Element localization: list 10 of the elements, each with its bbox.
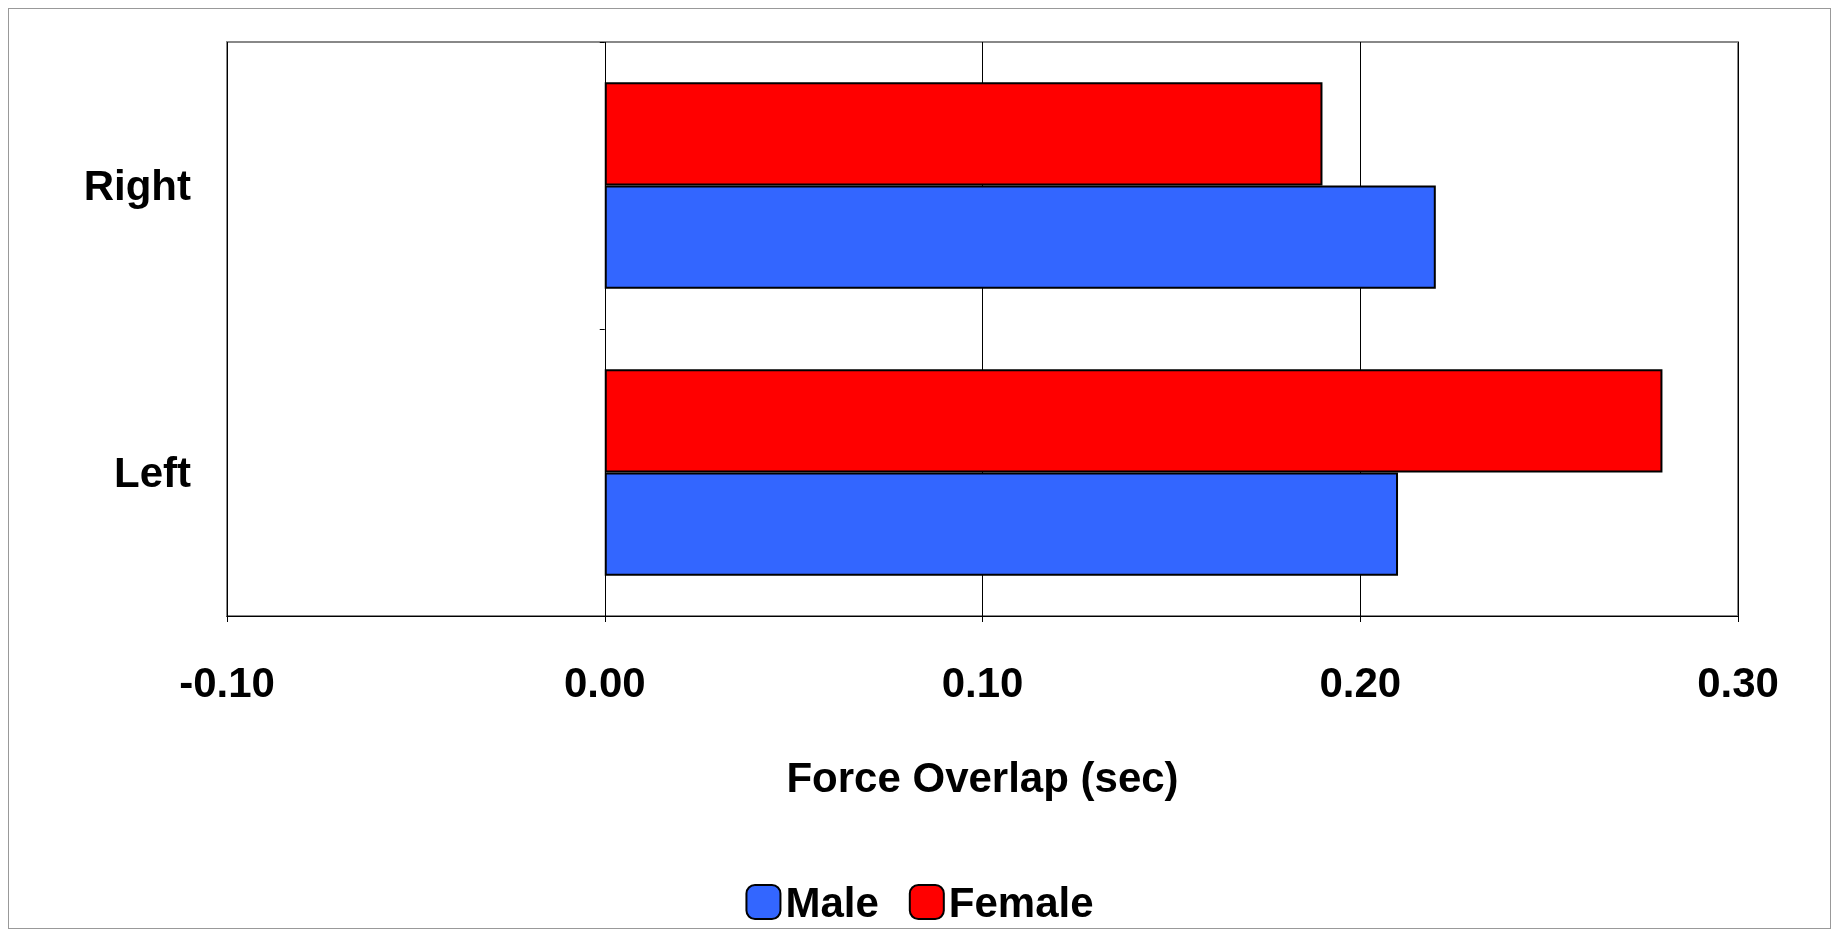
x-tick-label: 0.30 [1697, 658, 1779, 706]
y-tick-label: Right [83, 162, 192, 209]
legend-label: Female [948, 878, 1094, 926]
x-tick-label: 0.20 [1319, 658, 1402, 706]
legend-label: Male [785, 878, 879, 926]
x-tick-label: -0.10 [179, 658, 275, 706]
y-tick-label: Left [114, 449, 191, 496]
x-tick-label: 0.10 [941, 658, 1024, 706]
x-tick-label: 0.00 [563, 658, 646, 706]
x-axis-title: Force Overlap (sec) [786, 753, 1179, 801]
